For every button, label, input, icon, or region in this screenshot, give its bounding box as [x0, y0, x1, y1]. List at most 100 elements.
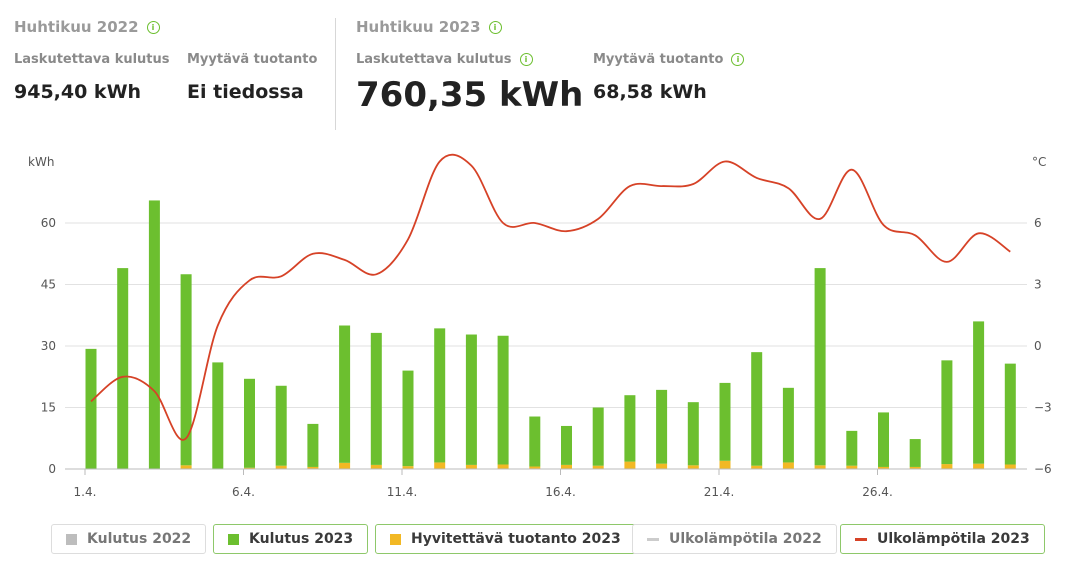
billable-2022: Laskutettava kulutus 945,40 kWh: [14, 52, 170, 103]
x-tick-label: 21.4.: [704, 485, 735, 499]
bar-production: [1004, 464, 1016, 469]
bar-consumption: [687, 402, 699, 466]
bar-consumption: [212, 362, 224, 469]
bar-consumption: [370, 332, 382, 465]
bar-production: [434, 462, 446, 469]
bar-production: [529, 466, 541, 469]
bar-production: [307, 466, 319, 469]
legend-label: Kulutus 2022: [87, 531, 192, 547]
bar-consumption: [402, 370, 414, 467]
bar-consumption: [180, 274, 192, 466]
bar-production: [465, 464, 477, 469]
legend-swatch: [228, 533, 239, 545]
legend-label: Ulkolämpötila 2022: [669, 531, 822, 547]
billable-2023: Laskutettava kulutus i 760,35 kWh: [356, 52, 583, 115]
legend-swatch: [855, 537, 867, 541]
sold-2023-label: Myytävä tuotanto: [593, 52, 724, 67]
y-tick-left: 0: [48, 462, 56, 476]
sold-2022-label: Myytävä tuotanto: [187, 52, 318, 67]
billable-2022-value: 945,40 kWh: [14, 81, 142, 103]
bar-consumption: [846, 430, 858, 466]
bar-production: [180, 465, 192, 469]
billable-2022-label: Laskutettava kulutus: [14, 52, 170, 67]
bar-consumption: [497, 335, 509, 465]
bar-production: [624, 461, 636, 469]
bar-production: [973, 463, 985, 469]
period-2022-title: Huhtikuu 2022: [14, 18, 139, 36]
bar-consumption: [1004, 363, 1016, 465]
legend-swatch: [390, 533, 401, 545]
legend-label: Hyvitettävä tuotanto 2023: [411, 531, 621, 547]
y-axis-left-label: kWh: [28, 155, 54, 169]
bar-production: [909, 466, 921, 469]
x-tick-label: 11.4.: [387, 485, 418, 499]
legend-label: Kulutus 2023: [249, 531, 354, 547]
bar-consumption: [307, 423, 319, 467]
header-divider: [335, 18, 336, 130]
bar-consumption: [656, 389, 668, 464]
x-tick-label: 6.4.: [232, 485, 255, 499]
info-icon[interactable]: i: [146, 20, 160, 34]
bar-production: [846, 465, 858, 469]
bar-production: [592, 465, 604, 469]
legend-item-ulkolampotila-2023[interactable]: Ulkolämpötila 2023: [840, 524, 1045, 554]
bar-consumption: [434, 328, 446, 463]
bar-production: [656, 463, 668, 469]
bar-consumption: [465, 334, 477, 465]
legend-item-kulutus-2023[interactable]: Kulutus 2023: [213, 524, 369, 554]
bar-consumption: [117, 268, 129, 469]
bar-consumption: [751, 352, 763, 466]
legend-swatch: [647, 537, 659, 541]
bar-consumption: [782, 387, 794, 463]
sold-2022-value: Ei tiedossa: [187, 81, 304, 103]
legend-item-hyvitettava-tuotanto-2023[interactable]: Hyvitettävä tuotanto 2023: [375, 524, 636, 554]
y-tick-left: 60: [41, 216, 56, 230]
legend-item-ulkolampotila-2022[interactable]: Ulkolämpötila 2022: [632, 524, 837, 554]
y-tick-left: 45: [41, 278, 56, 292]
bar-production: [687, 465, 699, 469]
bar-production: [782, 462, 794, 469]
bar-production: [751, 465, 763, 469]
bar-production: [275, 465, 287, 469]
y-tick-right: 6: [1034, 216, 1042, 230]
sold-2023: Myytävä tuotanto i 68,58 kWh: [593, 52, 745, 103]
y-tick-right: 3: [1034, 278, 1042, 292]
bar-consumption: [719, 382, 731, 461]
bar-consumption: [624, 395, 636, 462]
y-tick-right: −6: [1034, 462, 1052, 476]
period-2022: Huhtikuu 2022 i: [14, 18, 160, 36]
bar-production: [561, 464, 572, 469]
consumption-chart: kWh °C 0 15 30 45 60 −6 −3 0 3 6 1.4. 6.4. 11.4. 16.4. 2…: [28, 153, 1052, 499]
bar-consumption: [973, 321, 985, 464]
y-tick-right: −3: [1034, 401, 1052, 415]
legend-label: Ulkolämpötila 2023: [877, 531, 1030, 547]
legend-swatch: [66, 533, 77, 545]
info-icon[interactable]: i: [488, 20, 502, 34]
bar-production: [814, 465, 826, 469]
sold-2022: Myytävä tuotanto Ei tiedossa: [187, 52, 317, 103]
bar-consumption: [244, 378, 255, 468]
bar-production: [497, 464, 509, 469]
bar-consumption: [814, 268, 826, 466]
bar-production: [878, 466, 889, 469]
bar-consumption: [592, 407, 604, 466]
bar-production: [244, 467, 255, 469]
bar-production: [402, 466, 414, 469]
bar-consumption: [878, 412, 889, 467]
info-icon[interactable]: i: [519, 53, 533, 66]
period-2023-title: Huhtikuu 2023: [356, 18, 481, 36]
bar-production: [370, 464, 382, 469]
x-tick-label: 26.4.: [862, 485, 893, 499]
y-axis-right-label: °C: [1032, 155, 1046, 169]
period-2023: Huhtikuu 2023 i: [356, 18, 502, 36]
legend-item-kulutus-2022[interactable]: Kulutus 2022: [51, 524, 207, 554]
bar-production: [719, 460, 731, 469]
bar-consumption: [529, 416, 541, 467]
billable-2023-value: 760,35 kWh: [356, 75, 584, 115]
chart-legend: Kulutus 2022 Kulutus 2023 Hyvitettävä tu…: [0, 524, 1080, 556]
bar-production: [339, 462, 351, 469]
info-icon[interactable]: i: [731, 53, 745, 66]
bar-production: [941, 464, 953, 469]
bar-consumption: [85, 348, 97, 469]
sold-2023-value: 68,58 kWh: [593, 81, 707, 103]
